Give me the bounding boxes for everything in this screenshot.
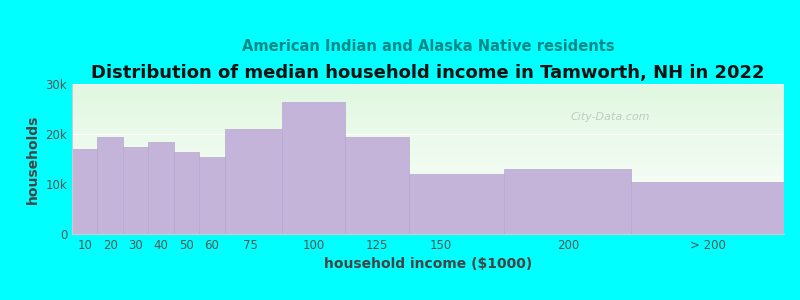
X-axis label: household income ($1000): household income ($1000) (324, 257, 532, 272)
Bar (346, 136, 409, 234)
Y-axis label: households: households (26, 114, 40, 204)
Bar (409, 174, 504, 234)
Bar (631, 182, 784, 234)
Title: Distribution of median household income in Tamworth, NH in 2022: Distribution of median household income … (91, 64, 765, 82)
Bar (72, 149, 98, 234)
Bar (98, 136, 123, 234)
Text: American Indian and Alaska Native residents: American Indian and Alaska Native reside… (242, 39, 614, 54)
Bar (123, 146, 148, 234)
Bar (174, 152, 199, 234)
Bar (199, 157, 225, 234)
Bar (148, 142, 174, 234)
Bar (282, 101, 346, 234)
Bar (225, 129, 282, 234)
Text: City-Data.com: City-Data.com (570, 112, 650, 122)
Bar (504, 169, 631, 234)
